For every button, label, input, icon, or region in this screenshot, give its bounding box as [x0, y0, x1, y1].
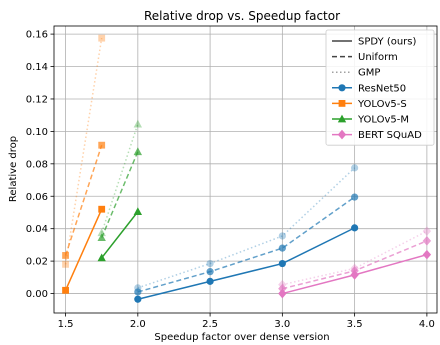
x-tick-label: 4.0	[419, 319, 435, 330]
data-point	[278, 288, 287, 299]
data-point	[134, 288, 142, 296]
data-point	[98, 205, 106, 213]
data-point	[278, 259, 286, 268]
y-tick-label: 0.08	[26, 159, 48, 170]
data-point	[278, 244, 286, 252]
y-axis-label: Relative drop	[8, 136, 19, 202]
data-point	[133, 119, 143, 128]
data-point	[278, 279, 287, 290]
series-line	[137, 227, 355, 300]
data-point	[133, 147, 143, 156]
data-point	[98, 141, 106, 149]
data-point	[278, 283, 287, 294]
data-point	[351, 164, 359, 172]
legend-label: YOLOv5-S	[357, 99, 407, 110]
data-point	[422, 249, 432, 260]
series-line	[137, 196, 356, 293]
plot-frame	[53, 25, 438, 314]
series-line	[137, 167, 356, 289]
x-tick-label: 3.5	[347, 319, 363, 330]
y-tick-label: 0.10	[26, 127, 48, 138]
series-resnet50-spdy-ours	[134, 224, 359, 303]
series-yolov5-s-spdy-ours	[62, 205, 106, 294]
data-point	[62, 252, 69, 259]
y-tick-label: 0.16	[26, 30, 48, 41]
legend-marker	[338, 84, 346, 92]
data-point	[133, 207, 143, 216]
data-point	[278, 232, 286, 240]
x-tick-label: 1.5	[58, 319, 74, 330]
data-point	[62, 286, 69, 294]
x-axis-ticks: 1.5 2.0 2.5 3.0 3.5 4.0	[58, 313, 435, 330]
data-point	[97, 233, 106, 242]
y-tick-label: 0.02	[26, 257, 48, 268]
legend-marker	[337, 129, 347, 140]
chart-title: Relative drop vs. Speedup factor	[144, 9, 340, 23]
legend-marker	[337, 114, 347, 123]
data-point	[422, 236, 432, 246]
series-line	[64, 38, 103, 265]
series-yolov5-s-uniform	[62, 141, 106, 259]
data-point	[98, 34, 106, 42]
series-resnet50-gmp	[134, 164, 359, 292]
y-axis-ticks: 0.00 0.02 0.04 0.06 0.08 0.10 0.12 0.14 0.16	[26, 30, 54, 300]
series-line	[64, 144, 103, 256]
y-tick-label: 0.04	[26, 224, 48, 235]
x-axis-label: Speedup factor over dense version	[154, 332, 329, 343]
data-point	[97, 253, 106, 262]
x-tick-label: 2.5	[202, 319, 218, 330]
data-point	[350, 263, 359, 274]
data-point	[206, 259, 214, 268]
series-yolov5-m-uniform	[97, 147, 143, 242]
x-tick-label: 2.0	[130, 319, 146, 330]
legend: SPDY (ours) Uniform GMP ResNet50 YOLOv5-S YOL…	[325, 29, 435, 146]
series-line	[101, 151, 139, 238]
data-point	[351, 193, 359, 201]
data-point	[422, 226, 432, 236]
y-tick-label: 0.12	[26, 94, 48, 105]
series-bert-squad-gmp	[278, 226, 432, 290]
legend-label: GMP	[358, 68, 380, 79]
legend-marker	[338, 100, 346, 107]
data-point	[134, 295, 142, 303]
x-tick-label: 3.0	[274, 319, 290, 330]
y-tick-label: 0.14	[26, 62, 48, 73]
series-line	[100, 123, 139, 233]
series-line	[101, 211, 139, 259]
data-point	[62, 260, 69, 268]
y-tick-label: 0.00	[26, 289, 48, 300]
series-yolov5-m-spdy-ours	[97, 207, 143, 262]
legend-label: Uniform	[358, 52, 398, 63]
plot-series	[62, 34, 432, 303]
data-point	[206, 268, 214, 276]
series-bert-squad-uniform	[278, 236, 432, 294]
data-point	[206, 277, 214, 285]
series-resnet50-uniform	[134, 193, 359, 296]
data-point	[351, 224, 359, 232]
y-tick-label: 0.06	[26, 192, 48, 203]
data-point	[350, 266, 359, 276]
series-line	[64, 208, 103, 291]
series-yolov5-m-gmp	[97, 119, 143, 237]
legend-box	[325, 29, 435, 146]
series-yolov5-s-gmp	[62, 34, 106, 268]
legend-label: ResNet50	[358, 83, 406, 94]
data-point	[97, 228, 106, 237]
legend-label: SPDY (ours)	[358, 37, 416, 48]
legend-label: BERT SQuAD	[358, 130, 422, 141]
data-point	[134, 284, 142, 292]
legend-label: YOLOv5-M	[357, 115, 409, 126]
series-line	[282, 230, 428, 286]
